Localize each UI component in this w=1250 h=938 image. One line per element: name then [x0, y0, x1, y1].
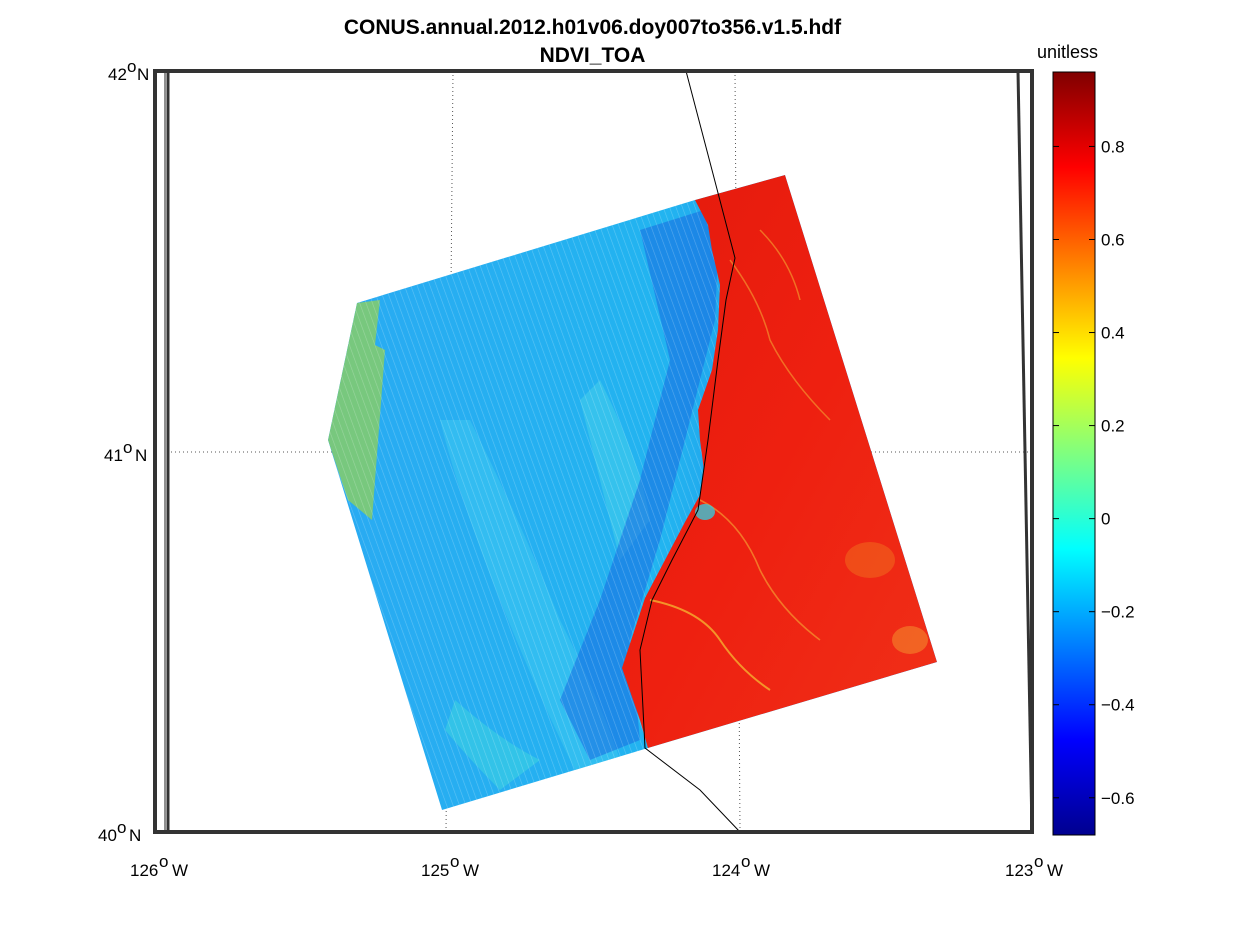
lat-label-41n: 41 o N	[104, 438, 147, 465]
colorbar-tick-label: 0	[1101, 510, 1110, 529]
svg-text:W: W	[172, 861, 188, 880]
svg-text:42: 42	[108, 65, 127, 84]
svg-text:N: N	[135, 446, 147, 465]
land-patch	[892, 626, 928, 654]
colorbar-tick-label: −0.2	[1101, 603, 1135, 622]
colorbar-ticks: 0.8 0.6 0.4 0.2 0 −0.2 −0.4 −0.6	[1053, 137, 1135, 808]
colorbar-tick-label: 0.4	[1101, 324, 1125, 343]
svg-text:125: 125	[421, 861, 449, 880]
river	[759, 229, 801, 301]
map-title: CONUS.annual.2012.h01v06.doy007to356.v1.…	[343, 16, 842, 39]
bay	[695, 504, 715, 520]
svg-text:W: W	[1047, 861, 1063, 880]
svg-text:o: o	[159, 852, 168, 871]
svg-text:W: W	[463, 861, 479, 880]
river	[699, 499, 821, 641]
river	[649, 599, 771, 691]
svg-text:41: 41	[104, 446, 123, 465]
svg-text:124: 124	[712, 861, 740, 880]
colorbar: 0.8 0.6 0.4 0.2 0 −0.2 −0.4 −0.6	[1052, 71, 1135, 836]
svg-text:o: o	[123, 438, 132, 457]
svg-text:N: N	[129, 826, 141, 845]
lat-label-42n: 42 o N	[108, 57, 149, 84]
svg-text:123: 123	[1005, 861, 1033, 880]
colorbar-tick-label: −0.4	[1101, 696, 1135, 715]
svg-text:o: o	[117, 818, 126, 837]
land-patch	[845, 542, 895, 578]
svg-text:o: o	[1034, 852, 1043, 871]
lon-labels: 126 o W 125 o W 124 o W 123 o W	[130, 852, 1063, 880]
colorbar-ramp	[1052, 71, 1096, 836]
coastline	[639, 70, 741, 833]
lon-label-125w: 125 o W	[421, 852, 479, 880]
map-subtitle: NDVI_TOA	[539, 44, 646, 67]
map-frame-right	[1016, 70, 1034, 833]
svg-text:o: o	[450, 852, 459, 871]
colorbar-tick-label: 0.6	[1101, 230, 1125, 249]
colorbar-tick-label: −0.6	[1101, 789, 1135, 808]
svg-text:N: N	[137, 65, 149, 84]
svg-text:40: 40	[98, 826, 117, 845]
colorbar-tick-label: 0.8	[1101, 137, 1125, 156]
lon-label-124w: 124 o W	[712, 852, 770, 880]
lon-label-126w: 126 o W	[130, 852, 188, 880]
colorbar-unit-label: unitless	[1037, 42, 1099, 62]
svg-text:126: 126	[130, 861, 158, 880]
map-frame	[153, 69, 1034, 834]
lat-labels: 42 o N 41 o N 40 o N	[98, 57, 149, 845]
land-area	[622, 175, 937, 748]
svg-text:o: o	[127, 57, 136, 76]
colorbar-tick-label: 0.2	[1101, 417, 1125, 436]
svg-text:W: W	[754, 861, 770, 880]
river	[729, 259, 831, 421]
svg-text:o: o	[741, 852, 750, 871]
lat-label-40n: 40 o N	[98, 818, 141, 845]
lon-label-123w: 123 o W	[1005, 852, 1063, 880]
